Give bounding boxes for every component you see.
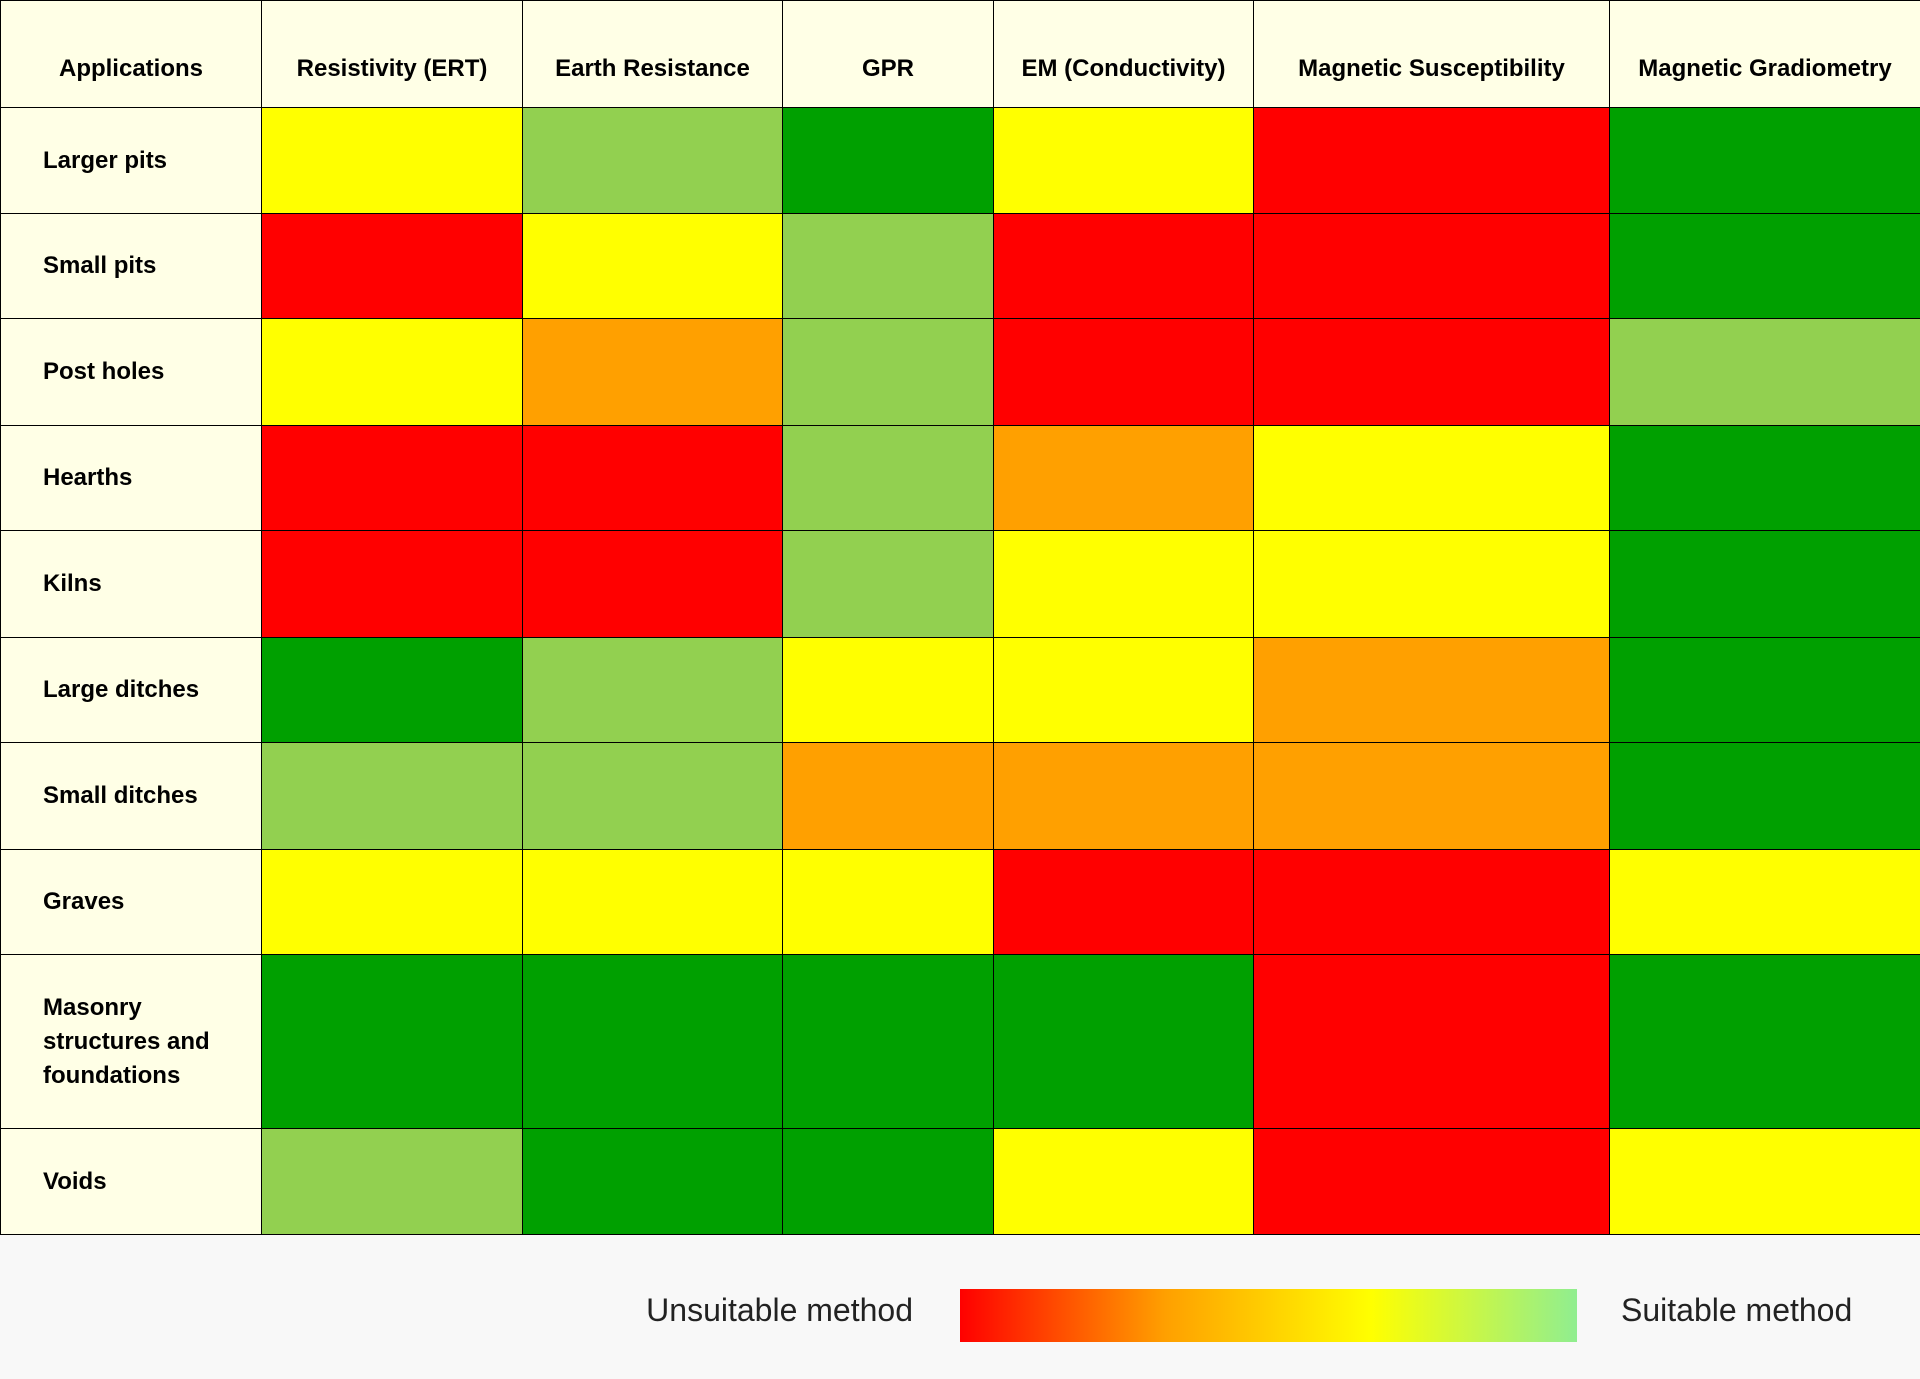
rating-cell: [782, 107, 994, 214]
rating-cell: [522, 742, 783, 850]
rating-cell: [782, 637, 994, 743]
column-header: GPR: [782, 0, 994, 108]
rating-cell: [261, 849, 523, 955]
row-label: Small pits: [0, 213, 262, 319]
rating-cell: [1609, 849, 1920, 955]
rating-cell: [1253, 742, 1610, 850]
row-label: Voids: [0, 1128, 262, 1235]
rating-cell: [261, 1128, 523, 1235]
rating-cell: [522, 318, 783, 426]
rating-cell: [261, 530, 523, 638]
rating-cell: [1253, 637, 1610, 743]
rating-cell: [993, 530, 1254, 638]
rating-cell: [993, 1128, 1254, 1235]
rating-cell: [522, 213, 783, 319]
rating-cell: [1609, 425, 1920, 531]
rating-cell: [993, 318, 1254, 426]
rating-cell: [522, 530, 783, 638]
rating-cell: [522, 1128, 783, 1235]
rating-cell: [782, 954, 994, 1129]
column-header: Magnetic Susceptibility: [1253, 0, 1610, 108]
rating-cell: [261, 425, 523, 531]
row-label: Post holes: [0, 318, 262, 426]
rating-cell: [993, 742, 1254, 850]
rating-cell: [1253, 107, 1610, 214]
rating-cell: [522, 849, 783, 955]
row-label: Kilns: [0, 530, 262, 638]
rating-cell: [782, 425, 994, 531]
rating-cell: [993, 954, 1254, 1129]
rating-cell: [1253, 213, 1610, 319]
rating-cell: [1609, 1128, 1920, 1235]
rating-cell: [782, 318, 994, 426]
rating-cell: [1253, 1128, 1610, 1235]
column-header: Applications: [0, 0, 262, 108]
column-header: Resistivity (ERT): [261, 0, 523, 108]
rating-cell: [1609, 318, 1920, 426]
row-label: Hearths: [0, 425, 262, 531]
row-label: Masonry structures and foundations: [0, 954, 262, 1129]
rating-cell: [1609, 637, 1920, 743]
rating-cell: [1253, 954, 1610, 1129]
row-label: Larger pits: [0, 107, 262, 214]
rating-cell: [261, 637, 523, 743]
rating-cell: [1253, 530, 1610, 638]
rating-cell: [261, 213, 523, 319]
rating-cell: [522, 637, 783, 743]
rating-cell: [522, 425, 783, 531]
rating-cell: [1609, 742, 1920, 850]
row-label: Graves: [0, 849, 262, 955]
rating-cell: [261, 107, 523, 214]
rating-cell: [261, 954, 523, 1129]
rating-cell: [1253, 849, 1610, 955]
rating-cell: [993, 213, 1254, 319]
rating-cell: [1609, 530, 1920, 638]
rating-cell: [261, 318, 523, 426]
rating-cell: [993, 849, 1254, 955]
rating-cell: [1609, 954, 1920, 1129]
legend-gradient: [960, 1289, 1577, 1342]
column-header: EM (Conductivity): [993, 0, 1254, 108]
rating-cell: [993, 637, 1254, 743]
rating-cell: [782, 742, 994, 850]
rating-cell: [522, 107, 783, 214]
rating-cell: [782, 530, 994, 638]
row-label: Large ditches: [0, 637, 262, 743]
rating-cell: [522, 954, 783, 1129]
legend-low-label: Unsuitable method: [646, 1292, 913, 1328]
rating-cell: [1609, 213, 1920, 319]
legend-high-label: Suitable method: [1621, 1292, 1853, 1328]
rating-cell: [1253, 425, 1610, 531]
column-header: Magnetic Gradiometry: [1609, 0, 1920, 108]
rating-cell: [782, 849, 994, 955]
rating-cell: [993, 425, 1254, 531]
rating-cell: [1253, 318, 1610, 426]
rating-cell: [1609, 107, 1920, 214]
rating-cell: [993, 107, 1254, 214]
row-label: Small ditches: [0, 742, 262, 850]
rating-cell: [261, 742, 523, 850]
column-header: Earth Resistance: [522, 0, 783, 108]
rating-cell: [782, 213, 994, 319]
rating-cell: [782, 1128, 994, 1235]
